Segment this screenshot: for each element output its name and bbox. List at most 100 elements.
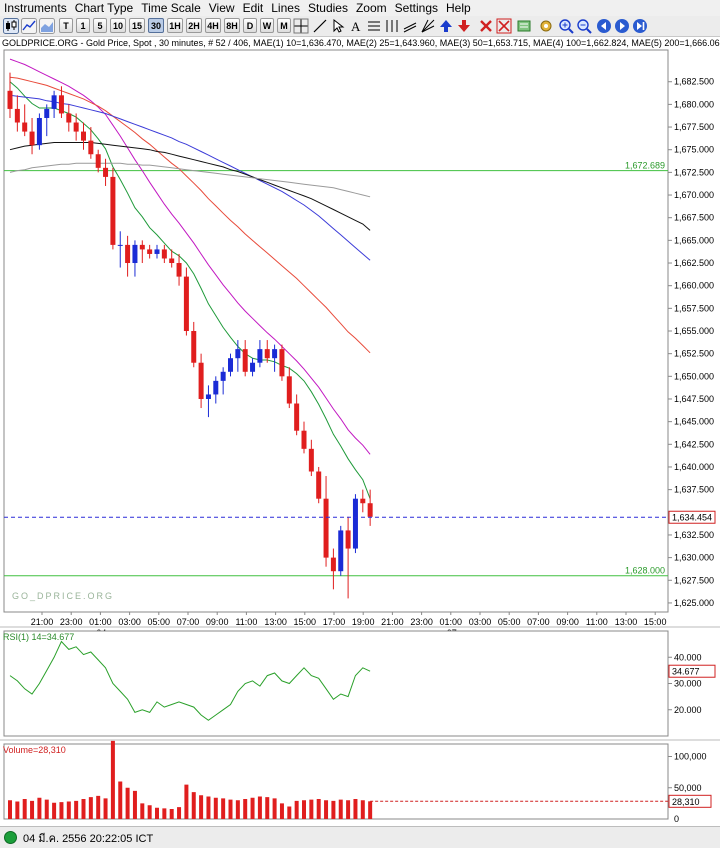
volume-axis-label: 100,000 [674, 752, 707, 762]
candle-body [316, 471, 322, 499]
crosshair-icon[interactable] [293, 18, 309, 34]
rsi-value-box [668, 664, 716, 678]
candle-body [81, 131, 86, 141]
price-axis-label: 1,650.000 [674, 371, 714, 381]
time-axis-label: 15:00 [294, 617, 317, 627]
volume-bar [279, 803, 284, 819]
volume-bar [74, 800, 79, 819]
properties-icon[interactable] [516, 18, 532, 34]
candle-body [323, 498, 329, 558]
timeframe-button-10[interactable]: 10 [110, 18, 126, 33]
candle-body [183, 276, 189, 331]
candle-body [294, 403, 300, 431]
price-axis-label: 1,667.500 [674, 213, 714, 223]
candle-body [147, 249, 153, 254]
scroll-left-icon[interactable] [596, 18, 612, 34]
menu-settings[interactable]: Settings [394, 1, 439, 15]
volume-bar [155, 807, 159, 819]
menu-lines[interactable]: Lines [271, 1, 300, 15]
volume-bar [66, 801, 71, 819]
candle-body [169, 258, 175, 264]
candle-body [154, 249, 160, 254]
price-axis-label: 1,630.000 [674, 553, 714, 563]
price-axis-label: 1,625.000 [674, 598, 714, 608]
menu-chart-type[interactable]: Chart Type [74, 1, 134, 15]
volume-bar [324, 800, 329, 819]
channel-icon[interactable] [402, 18, 418, 34]
volume-bar [103, 798, 108, 819]
timeframe-button-t[interactable]: T [59, 18, 73, 33]
time-axis-label: 13:00 [264, 617, 287, 627]
time-axis-label: 23:00 [410, 617, 433, 627]
menu-instruments[interactable]: Instruments [4, 1, 67, 15]
volume-bar [88, 797, 93, 819]
price-axis-label: 1,657.500 [674, 303, 714, 313]
line-chart-icon[interactable] [21, 18, 37, 34]
price-axis-label: 1,642.500 [674, 439, 714, 449]
rsi-axis-label: 40.000 [674, 652, 702, 662]
scroll-end-icon[interactable] [632, 18, 648, 34]
svg-text:A: A [351, 19, 361, 34]
volume-bar [316, 799, 321, 819]
volume-bar [177, 807, 182, 819]
area-chart-icon[interactable] [39, 18, 55, 34]
timeframe-button-30[interactable]: 30 [148, 18, 164, 33]
timeframe-button-15[interactable]: 15 [129, 18, 145, 33]
volume-bar [96, 795, 101, 819]
candle-body [191, 331, 197, 363]
menu-view[interactable]: View [208, 1, 235, 15]
timeframe-button-5[interactable]: 5 [93, 18, 107, 33]
price-axis-label: 1,652.500 [674, 349, 714, 359]
settings-icon[interactable] [538, 18, 554, 34]
candle-body [139, 244, 145, 250]
timeframe-button-d[interactable]: D [243, 18, 257, 33]
fibonacci-icon[interactable] [366, 18, 382, 34]
candle-body [338, 530, 344, 572]
rsi-axis-label: 30.000 [674, 679, 702, 689]
time-axis-label: 01:00 [440, 617, 463, 627]
menu-zoom[interactable]: Zoom [355, 1, 387, 15]
volume-axis-label: 50,000 [674, 783, 702, 793]
candle-body [198, 362, 204, 399]
candle-body [330, 557, 336, 572]
zoom-in-icon[interactable] [558, 18, 574, 34]
menu-studies[interactable]: Studies [307, 1, 348, 15]
draw-line-icon[interactable] [312, 18, 328, 34]
arrow-down-icon[interactable] [456, 18, 472, 34]
text-tool-icon[interactable]: A [348, 18, 364, 34]
volume-bar [8, 800, 12, 819]
volume-bar [368, 801, 373, 819]
timeframe-button-1[interactable]: 1 [76, 18, 90, 33]
candlestick-icon[interactable] [3, 18, 19, 34]
candle-body [14, 108, 20, 123]
timeframe-button-4h[interactable]: 4H [205, 18, 221, 33]
scroll-right-icon[interactable] [614, 18, 630, 34]
timeframe-button-m[interactable]: M [277, 18, 291, 33]
price-axis-label: 1,680.000 [674, 99, 714, 109]
zoom-out-icon[interactable] [576, 18, 592, 34]
menu-bar: Instruments Chart Type Time Scale View Edit L… [0, 0, 720, 16]
cursor-icon[interactable] [330, 18, 346, 34]
menu-edit[interactable]: Edit [242, 1, 264, 15]
time-axis-label: 11:00 [235, 617, 257, 627]
period-icon[interactable] [384, 18, 400, 34]
delete-all-icon[interactable] [496, 18, 512, 34]
timeframe-button-1h[interactable]: 1H [167, 18, 183, 33]
time-axis-label: 19:00 [352, 617, 375, 627]
price-axis-label: 1,645.000 [674, 417, 714, 427]
volume-bar [346, 800, 351, 819]
arrow-up-icon[interactable] [438, 18, 454, 34]
candle-body [58, 95, 64, 114]
volume-bar [37, 797, 42, 819]
time-axis-label: 01:00 [89, 617, 112, 627]
menu-time-scale[interactable]: Time Scale [141, 1, 201, 15]
menu-help[interactable]: Help [446, 1, 471, 15]
gann-icon[interactable] [420, 18, 436, 34]
timeframe-button-w[interactable]: W [260, 18, 274, 33]
delete-icon[interactable] [478, 18, 494, 34]
candle-body [95, 154, 101, 168]
volume-bar [228, 799, 233, 819]
timeframe-button-2h[interactable]: 2H [186, 18, 202, 33]
timeframe-button-8h[interactable]: 8H [224, 18, 240, 33]
time-axis-label: 23:00 [60, 617, 83, 627]
